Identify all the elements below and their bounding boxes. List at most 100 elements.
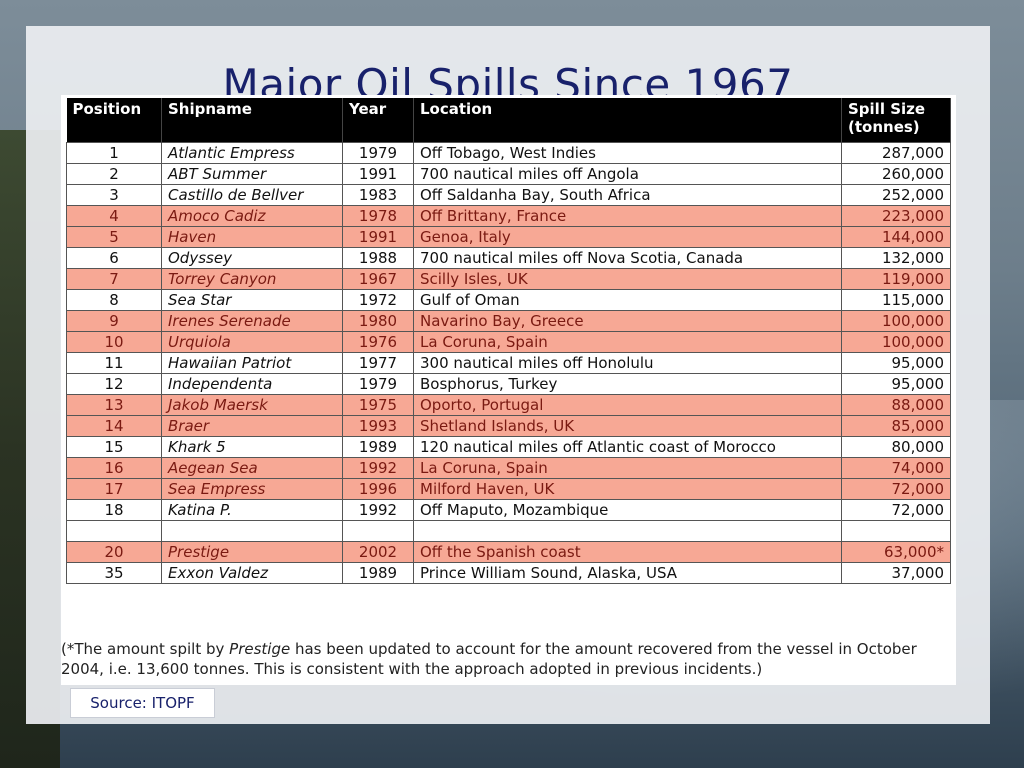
cell-spill-size: 287,000 — [841, 142, 951, 164]
cell-shipname: Hawaiian Patriot — [161, 352, 343, 374]
table-row: 11 Hawaiian Patriot 1977 300 nautical miles… — [66, 352, 951, 374]
cell-shipname: Urquiola — [161, 331, 343, 353]
cell-shipname: Khark 5 — [161, 436, 343, 458]
cell-position: 12 — [66, 373, 162, 395]
cell-year: 1989 — [342, 436, 414, 458]
cell-location — [413, 520, 842, 542]
cell-shipname: Castillo de Bellver — [161, 184, 343, 206]
source-label: Source: ITOPF — [70, 688, 215, 718]
cell-position: 11 — [66, 352, 162, 374]
header-spill-size-line2: (tonnes) — [848, 118, 920, 136]
cell-spill-size: 37,000 — [841, 562, 951, 584]
cell-position: 7 — [66, 268, 162, 290]
cell-year: 1992 — [342, 499, 414, 521]
footnote: (*The amount spilt by Prestige has been … — [61, 639, 954, 679]
cell-location: 120 nautical miles off Atlantic coast of… — [413, 436, 842, 458]
cell-location: La Coruna, Spain — [413, 457, 842, 479]
cell-spill-size: 74,000 — [841, 457, 951, 479]
table-row: 8 Sea Star 1972 Gulf of Oman 115,000 — [66, 289, 951, 311]
table-body: 1 Atlantic Empress 1979 Off Tobago, West In… — [66, 142, 951, 584]
cell-spill-size: 144,000 — [841, 226, 951, 248]
cell-shipname — [161, 520, 343, 542]
cell-position: 8 — [66, 289, 162, 311]
cell-spill-size: 85,000 — [841, 415, 951, 437]
cell-location: Bosphorus, Turkey — [413, 373, 842, 395]
cell-shipname: Haven — [161, 226, 343, 248]
table-row: 17 Sea Empress 1996 Milford Haven, UK 72,000 — [66, 478, 951, 500]
table-row: 20 Prestige 2002 Off the Spanish coast 63,00… — [66, 541, 951, 563]
cell-location: Off Maputo, Mozambique — [413, 499, 842, 521]
cell-position: 10 — [66, 331, 162, 353]
cell-spill-size: 100,000 — [841, 331, 951, 353]
cell-position — [66, 520, 162, 542]
cell-position: 3 — [66, 184, 162, 206]
cell-year: 1983 — [342, 184, 414, 206]
oil-spill-table-image: Position Shipname Year Location Spill Si… — [61, 95, 956, 685]
table-row: 3 Castillo de Bellver 1983 Off Saldanha Bay… — [66, 184, 951, 206]
cell-year: 1996 — [342, 478, 414, 500]
cell-location: Shetland Islands, UK — [413, 415, 842, 437]
cell-location: Off Brittany, France — [413, 205, 842, 227]
cell-location: Off Tobago, West Indies — [413, 142, 842, 164]
cell-year: 1989 — [342, 562, 414, 584]
header-year: Year — [342, 98, 414, 143]
cell-year: 1977 — [342, 352, 414, 374]
oil-spills-table: Position Shipname Year Location Spill Si… — [66, 98, 951, 584]
cell-location: Off Saldanha Bay, South Africa — [413, 184, 842, 206]
footnote-text-start: (*The amount spilt by — [61, 640, 230, 658]
cell-position: 18 — [66, 499, 162, 521]
cell-shipname: Independenta — [161, 373, 343, 395]
cell-location: Oporto, Portugal — [413, 394, 842, 416]
header-shipname: Shipname — [161, 98, 343, 143]
table-row: 13 Jakob Maersk 1975 Oporto, Portugal 88,000 — [66, 394, 951, 416]
table-row: 16 Aegean Sea 1992 La Coruna, Spain 74,000 — [66, 457, 951, 479]
cell-spill-size: 115,000 — [841, 289, 951, 311]
cell-spill-size: 223,000 — [841, 205, 951, 227]
cell-position: 9 — [66, 310, 162, 332]
table-row: 2 ABT Summer 1991 700 nautical miles off An… — [66, 163, 951, 185]
header-spill-size: Spill Size (tonnes) — [841, 98, 951, 143]
header-location: Location — [413, 98, 842, 143]
cell-location: 700 nautical miles off Angola — [413, 163, 842, 185]
cell-spill-size: 72,000 — [841, 478, 951, 500]
table-row: 14 Braer 1993 Shetland Islands, UK 85,000 — [66, 415, 951, 437]
cell-position: 20 — [66, 541, 162, 563]
cell-year: 1976 — [342, 331, 414, 353]
table-row: 4 Amoco Cadiz 1978 Off Brittany, France 223,… — [66, 205, 951, 227]
cell-position: 15 — [66, 436, 162, 458]
cell-shipname: Amoco Cadiz — [161, 205, 343, 227]
cell-year: 1993 — [342, 415, 414, 437]
cell-year: 1992 — [342, 457, 414, 479]
cell-shipname: Sea Star — [161, 289, 343, 311]
cell-year: 1979 — [342, 142, 414, 164]
cell-position: 14 — [66, 415, 162, 437]
cell-year: 1978 — [342, 205, 414, 227]
cell-position: 1 — [66, 142, 162, 164]
cell-year: 1988 — [342, 247, 414, 269]
cell-shipname: Braer — [161, 415, 343, 437]
cell-shipname: Jakob Maersk — [161, 394, 343, 416]
table-row: 9 Irenes Serenade 1980 Navarino Bay, Greece… — [66, 310, 951, 332]
cell-spill-size: 100,000 — [841, 310, 951, 332]
cell-position: 35 — [66, 562, 162, 584]
cell-year: 1967 — [342, 268, 414, 290]
cell-spill-size: 260,000 — [841, 163, 951, 185]
cell-spill-size: 132,000 — [841, 247, 951, 269]
cell-spill-size: 252,000 — [841, 184, 951, 206]
cell-shipname: Exxon Valdez — [161, 562, 343, 584]
cell-location: Off the Spanish coast — [413, 541, 842, 563]
cell-spill-size: 119,000 — [841, 268, 951, 290]
cell-position: 4 — [66, 205, 162, 227]
cell-position: 5 — [66, 226, 162, 248]
cell-shipname: Irenes Serenade — [161, 310, 343, 332]
footnote-text-end: has been updated to account for the amou… — [61, 640, 917, 678]
cell-position: 2 — [66, 163, 162, 185]
table-row: 1 Atlantic Empress 1979 Off Tobago, West In… — [66, 142, 951, 164]
cell-shipname: Aegean Sea — [161, 457, 343, 479]
cell-spill-size: 88,000 — [841, 394, 951, 416]
cell-position: 17 — [66, 478, 162, 500]
cell-location: 700 nautical miles off Nova Scotia, Cana… — [413, 247, 842, 269]
table-row: 35 Exxon Valdez 1989 Prince William Sound, … — [66, 562, 951, 584]
cell-shipname: Katina P. — [161, 499, 343, 521]
table-header-row: Position Shipname Year Location Spill Si… — [66, 98, 951, 143]
